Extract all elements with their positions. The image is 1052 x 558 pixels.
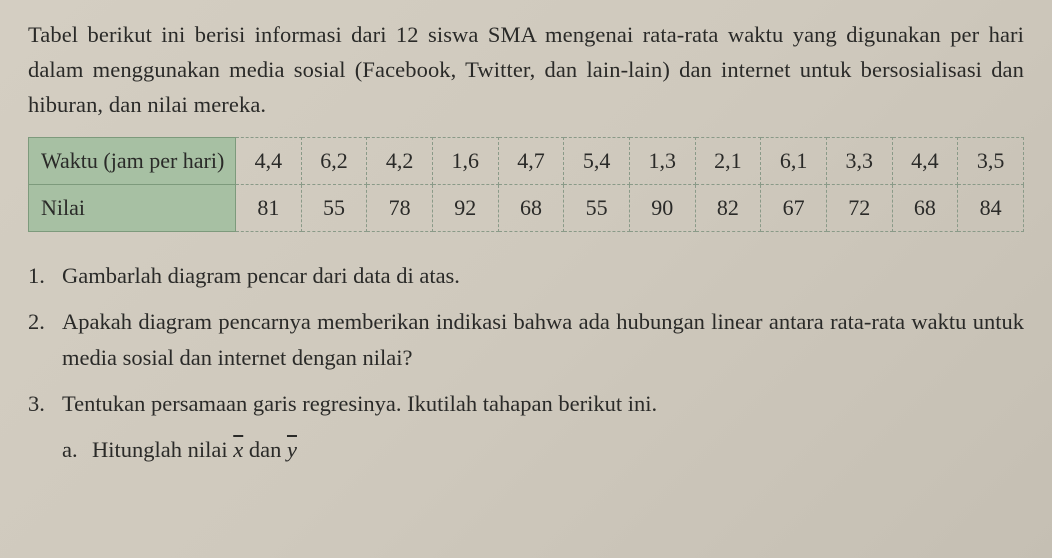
data-table: Waktu (jam per hari) 4,4 6,2 4,2 1,6 4,7… bbox=[28, 137, 1024, 232]
cell: 55 bbox=[564, 184, 630, 231]
cell: 68 bbox=[498, 184, 564, 231]
cell: 90 bbox=[629, 184, 695, 231]
row-header-waktu: Waktu (jam per hari) bbox=[29, 137, 236, 184]
cell: 1,3 bbox=[629, 137, 695, 184]
sub-mid: dan bbox=[243, 437, 287, 462]
cell: 4,7 bbox=[498, 137, 564, 184]
cell: 68 bbox=[892, 184, 958, 231]
cell: 4,2 bbox=[367, 137, 433, 184]
cell: 2,1 bbox=[695, 137, 761, 184]
question-1: 1. Gambarlah diagram pencar dari data di… bbox=[28, 258, 1024, 294]
cell: 4,4 bbox=[236, 137, 302, 184]
question-3: 3. Tentukan persamaan garis regresinya. … bbox=[28, 386, 1024, 422]
cell: 78 bbox=[367, 184, 433, 231]
cell: 84 bbox=[958, 184, 1024, 231]
question-text: Gambarlah diagram pencar dari data di at… bbox=[62, 258, 1024, 294]
cell: 81 bbox=[236, 184, 302, 231]
table-row: Waktu (jam per hari) 4,4 6,2 4,2 1,6 4,7… bbox=[29, 137, 1024, 184]
sub-prefix: Hitunglah nilai bbox=[92, 437, 233, 462]
sub-number: a. bbox=[62, 432, 92, 468]
cell: 67 bbox=[761, 184, 827, 231]
cell: 4,4 bbox=[892, 137, 958, 184]
question-number: 1. bbox=[28, 258, 62, 294]
question-number: 2. bbox=[28, 304, 62, 376]
cell: 72 bbox=[826, 184, 892, 231]
cell: 6,2 bbox=[301, 137, 367, 184]
table-row: Nilai 81 55 78 92 68 55 90 82 67 72 68 8… bbox=[29, 184, 1024, 231]
intro-paragraph: Tabel berikut ini berisi informasi dari … bbox=[28, 18, 1024, 123]
questions-block: 1. Gambarlah diagram pencar dari data di… bbox=[28, 258, 1024, 468]
cell: 92 bbox=[432, 184, 498, 231]
question-3a: a. Hitunglah nilai x dan y bbox=[28, 432, 1024, 468]
cell: 3,5 bbox=[958, 137, 1024, 184]
cell: 5,4 bbox=[564, 137, 630, 184]
question-text: Tentukan persamaan garis regresinya. Iku… bbox=[62, 386, 1024, 422]
question-number: 3. bbox=[28, 386, 62, 422]
cell: 3,3 bbox=[826, 137, 892, 184]
question-text: Apakah diagram pencarnya memberikan indi… bbox=[62, 304, 1024, 376]
cell: 6,1 bbox=[761, 137, 827, 184]
question-2: 2. Apakah diagram pencarnya memberikan i… bbox=[28, 304, 1024, 376]
y-bar: y bbox=[287, 437, 297, 462]
row-header-nilai: Nilai bbox=[29, 184, 236, 231]
cell: 55 bbox=[301, 184, 367, 231]
sub-text: Hitunglah nilai x dan y bbox=[92, 432, 1024, 468]
cell: 82 bbox=[695, 184, 761, 231]
x-bar: x bbox=[233, 437, 243, 462]
cell: 1,6 bbox=[432, 137, 498, 184]
